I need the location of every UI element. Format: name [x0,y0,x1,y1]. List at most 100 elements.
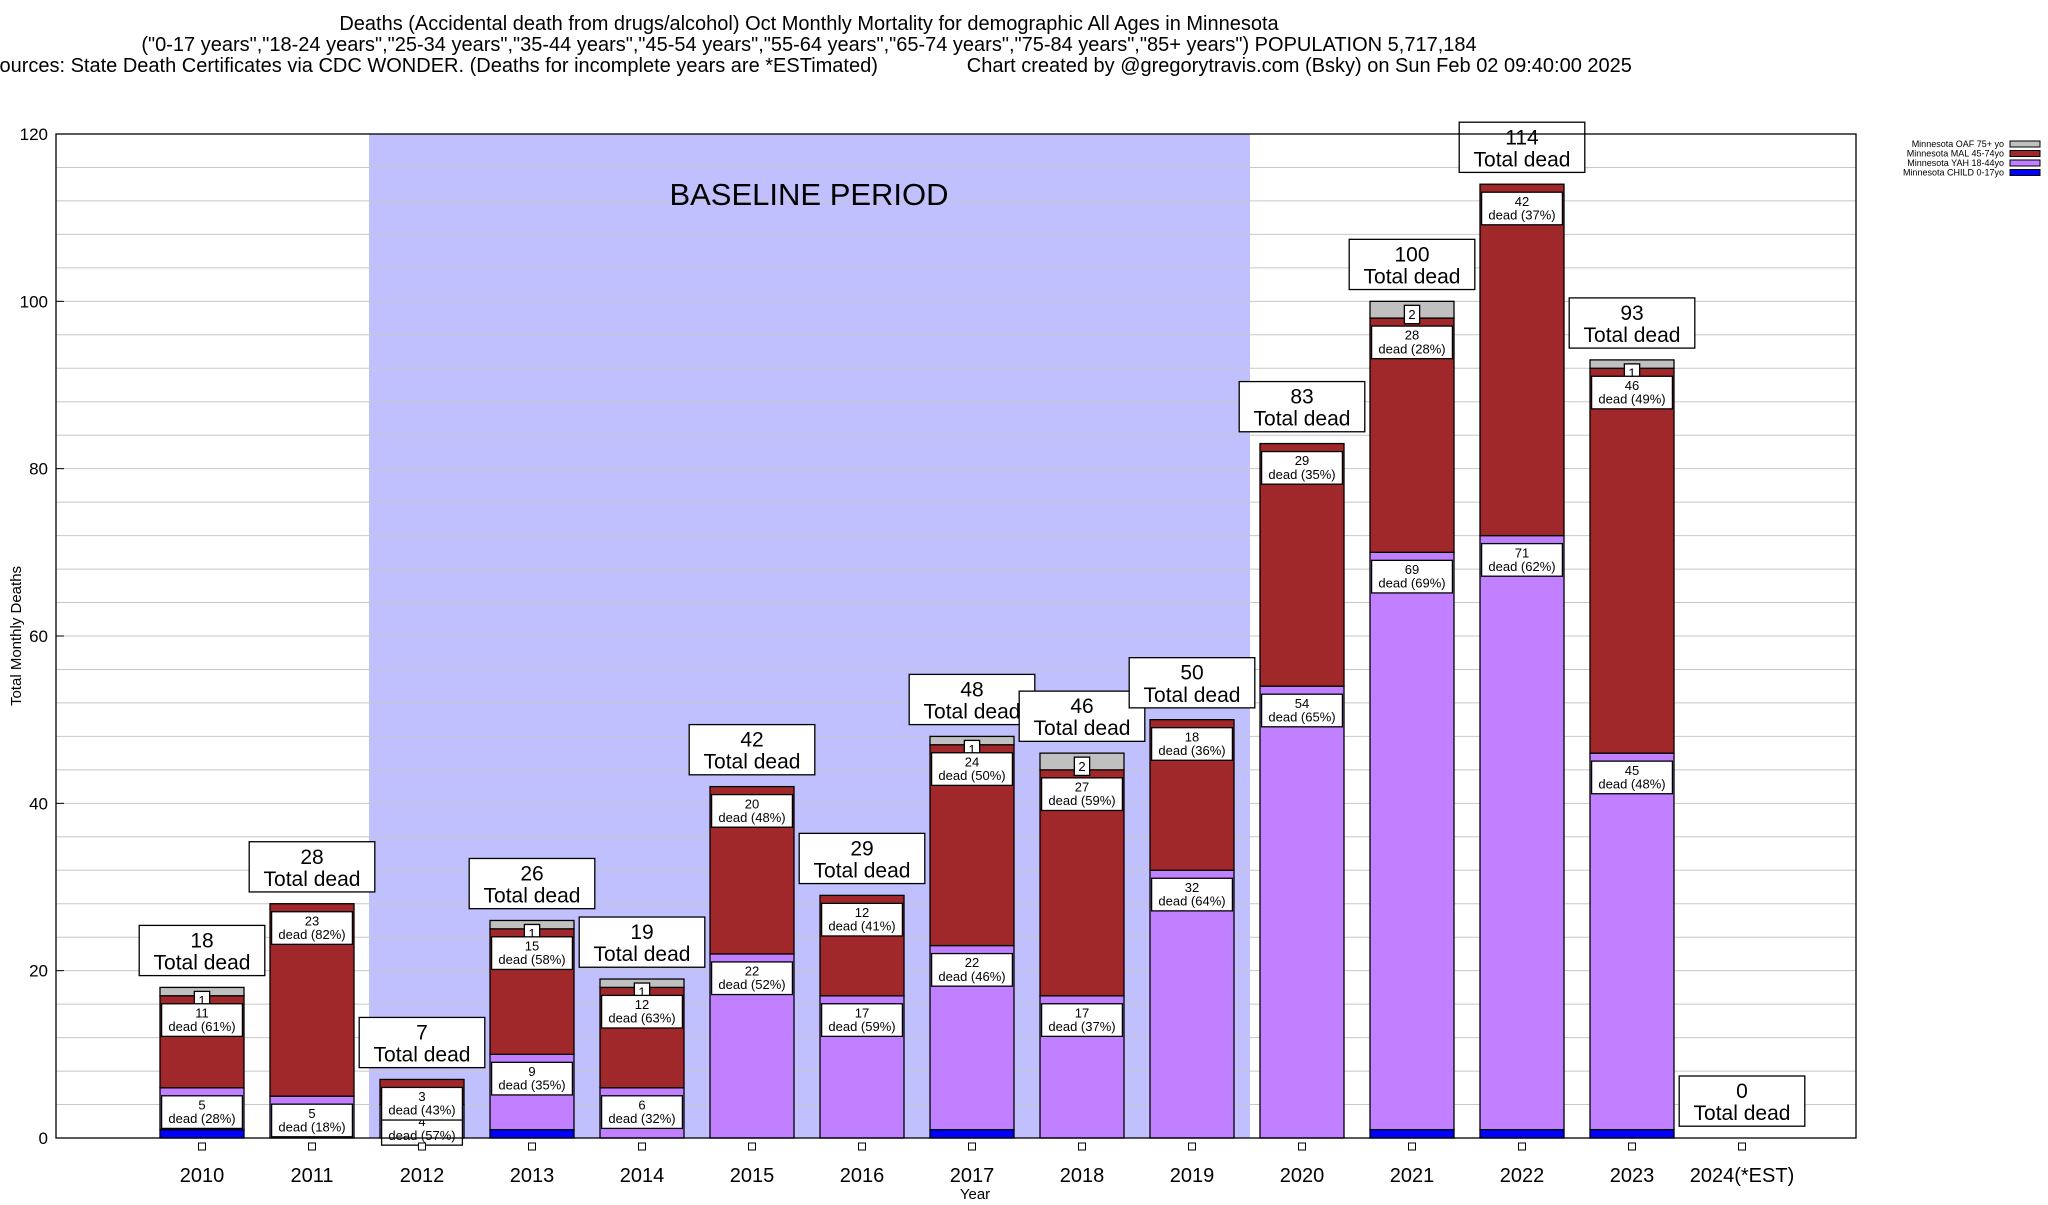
label-box [490,936,574,971]
label-box [1128,657,1256,709]
x-tick-label: 2012 [400,1165,445,1187]
label-box [930,952,1014,987]
label-text: dead (35%) [1268,467,1335,482]
plot-frame [55,133,1857,1139]
legend-label: Minnesota CHILD 0-17yo [1903,168,2004,178]
bar-segment-minnesota-mal-45-74yo [1479,183,1565,537]
x-tick-label: 2019 [1170,1165,1215,1187]
chart-title-line-1: Deaths (Accidental death from drugs/alco… [339,13,1279,35]
label-text: Total dead [1474,148,1571,171]
label-box [710,961,794,996]
label-text: 18 [1185,729,1199,744]
label-text: 3 [418,1089,425,1104]
label-text: 9 [528,1064,535,1079]
label-text: 18 [190,929,213,952]
label-text: 69 [1405,562,1419,577]
label-text: 15 [525,938,539,953]
label-text: 100 [1394,243,1429,266]
x-marker [968,1142,976,1151]
label-text: 5 [308,1106,315,1121]
y-tick-label: 120 [20,125,48,144]
label-box [138,924,266,977]
label-text: 71 [1515,545,1529,560]
y-tick-label: 60 [29,627,48,646]
label-box [270,911,354,945]
x-marker [1078,1142,1086,1151]
x-marker [748,1142,756,1151]
y-axis-label: Total Monthly Deaths [8,566,25,706]
label-text: dead (28%) [1378,341,1445,356]
x-marker [528,1142,536,1151]
label-text: 0 [1736,1080,1748,1103]
x-tick-label: 2021 [1390,1165,1435,1187]
label-text: dead (49%) [1598,392,1665,407]
label-text: 20 [745,796,759,811]
x-tick-label: 2023 [1610,1165,1655,1187]
bar-segment-minnesota-child-0-17yo [1589,1128,1675,1139]
label-text: Total dead [814,859,911,882]
label-text: 4 [418,1114,425,1129]
label-box [1150,877,1234,912]
label-box [358,1016,486,1069]
x-marker [858,1142,866,1151]
label-text: dead (82%) [278,927,345,942]
label-text: dead (52%) [718,977,785,992]
label-text: 28 [1405,328,1419,343]
label-text: dead (36%) [1158,743,1225,758]
legend-label: Minnesota MAL 45-74yo [1907,149,2004,159]
label-text: dead (37%) [1048,1019,1115,1034]
label-text: 2 [1408,307,1415,322]
label-text: 114 [1505,126,1539,149]
label-box [1403,304,1421,325]
label-text: 1 [638,985,645,1000]
label-text: 2 [1078,759,1085,774]
y-tick-label: 40 [29,794,48,813]
label-text: dead (69%) [1378,576,1445,591]
label-box [1150,727,1234,761]
bar-segment-minnesota-yah-18-44yo [1479,534,1565,1131]
label-box [468,857,596,910]
label-box [270,1103,354,1138]
legend-swatch [2009,159,2041,167]
label-box [600,994,684,1029]
oaf-value-label: 2 [1403,304,1421,325]
x-tick-label: 2024(*EST) [1690,1165,1795,1187]
label-text: dead (58%) [498,952,565,967]
label-text: 46 [1070,695,1093,718]
label-text: 1 [528,926,535,941]
label-text: 1 [198,993,205,1008]
x-tick-label: 2010 [180,1165,225,1187]
label-text: 7 [416,1021,428,1044]
label-box [1238,380,1366,433]
label-box [798,832,926,885]
bar-segment-minnesota-yah-18-44yo [1259,685,1345,1139]
bar-segment-minnesota-mal-45-74yo [1589,367,1675,754]
label-box [1040,1003,1124,1038]
label-text: 50 [1180,662,1203,685]
oaf-value-label: 2 [1073,756,1091,777]
bar-segment-minnesota-child-0-17yo [929,1128,1015,1139]
label-text: dead (32%) [608,1111,675,1126]
label-box [1590,760,1674,795]
bar-segment-minnesota-yah-18-44yo [1149,869,1235,1139]
label-box [1370,559,1454,594]
x-tick-label: 2015 [730,1165,775,1187]
label-text: dead (48%) [718,810,785,825]
x-axis-label: Year [960,1186,990,1200]
label-text: Total dead [924,701,1021,724]
label-box [1260,450,1344,485]
label-text: Total dead [1364,265,1461,288]
label-box [160,1095,244,1130]
label-text: dead (59%) [828,1019,895,1034]
